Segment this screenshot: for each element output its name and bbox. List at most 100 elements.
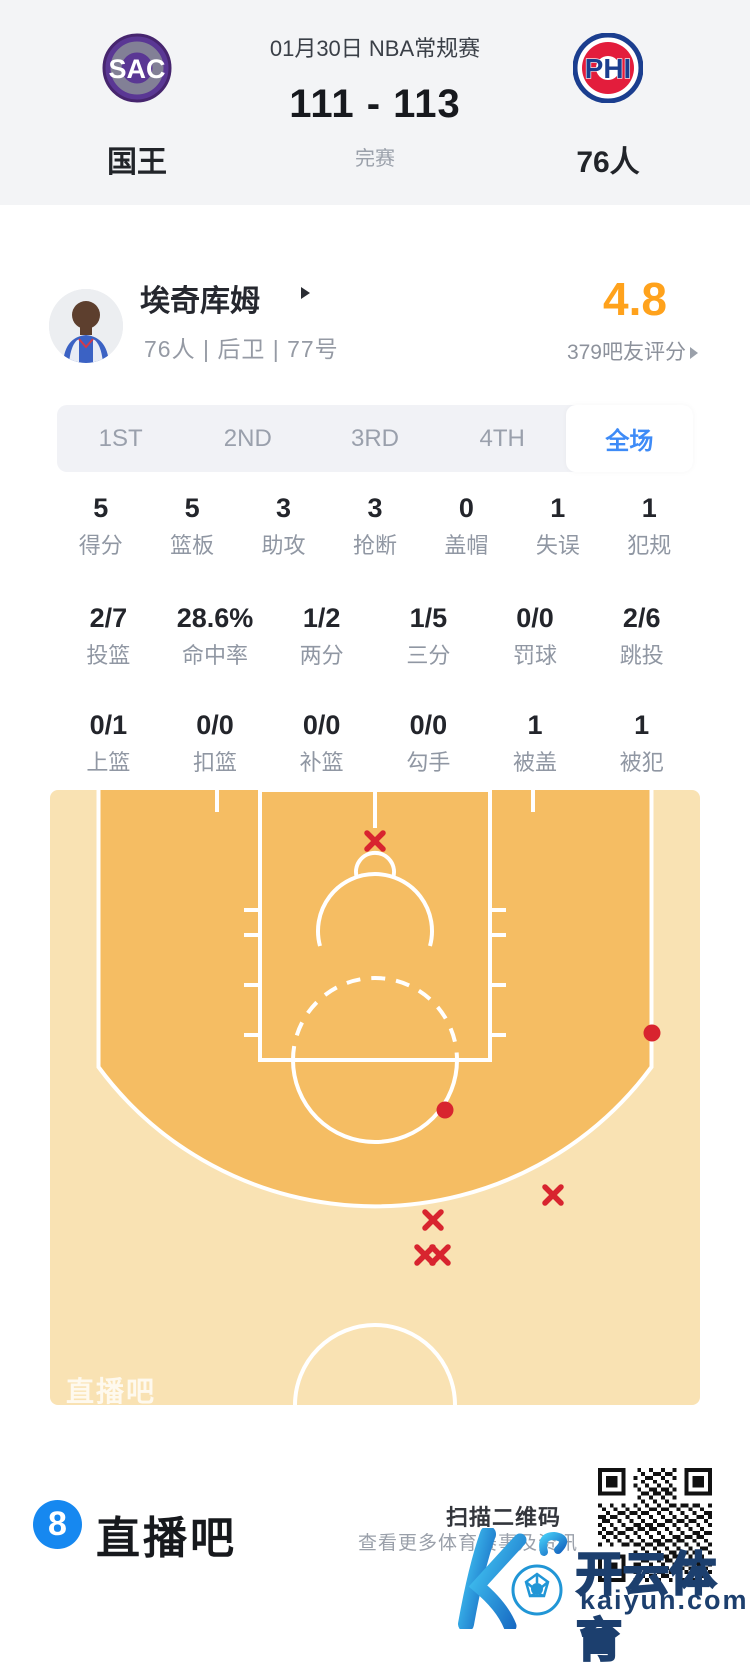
missed-shot-marker [364,830,386,852]
stat-label: 上篮 [86,750,131,775]
stat-label: 失误 [535,533,580,558]
stat-label: 盖帽 [444,533,489,558]
stat-value: 1 [550,493,566,523]
stats-row-detail: 0/1 上篮 0/0 扣篮 0/0 补篮 0/0 勾手 1 被盖 1 被犯 [55,710,695,774]
stat-value: 1/5 [409,603,448,633]
home-team-name: 国王 [107,146,167,179]
zhibo8-logo-icon: 8 [33,1500,82,1549]
stat-cell: 0 盖帽 [421,493,512,557]
stat-cell: 5 得分 [55,493,146,557]
scan-qr-title: 扫描二维码 [446,1505,562,1530]
logo-glyph: 8 [48,1505,67,1543]
player-info: 76人 | 后卫 | 77号 [144,336,339,362]
missed-shot-marker [414,1244,436,1266]
stats-row-shooting: 2/7 投篮 28.6% 命中率 1/2 两分 1/5 三分 0/0 罚球 2/6 跳投 [55,603,695,667]
footer-brand: 直播吧 [96,1514,237,1563]
stat-label: 抢断 [352,533,397,558]
away-team-logo: PHI [572,32,644,108]
svg-text:SAC: SAC [108,54,165,84]
stat-label: 罚球 [513,643,558,668]
stat-value: 3 [367,493,383,523]
qr-code [598,1468,712,1582]
match-header [0,0,750,205]
stat-cell: 0/0 罚球 [482,603,589,667]
rating-arrow-icon [690,347,698,359]
shot-chart-court [50,790,700,1405]
stat-value: 1 [641,493,657,523]
phi-76ers-logo-icon: PHI [572,32,644,104]
kaiyun-logo-icon [458,1526,583,1633]
stat-cell: 0/1 上篮 [55,710,162,774]
stat-cell: 0/0 补篮 [268,710,375,774]
stat-cell: 1/2 两分 [268,603,375,667]
court-drawing [96,790,661,1405]
stat-label: 犯规 [627,533,672,558]
missed-shot-marker [422,1209,444,1231]
tab-全场[interactable]: 全场 [565,405,694,472]
svg-text:PHI: PHI [585,53,632,84]
tab-4TH[interactable]: 4TH [479,424,525,452]
match-score: 111 - 113 [289,82,461,126]
qr-code-image [598,1468,712,1582]
stat-value: 0/1 [89,710,128,740]
stat-label: 投篮 [86,643,131,668]
stat-label: 扣篮 [193,750,238,775]
stat-cell: 0/0 扣篮 [162,710,269,774]
stat-cell: 2/6 跳投 [588,603,695,667]
stat-label: 两分 [299,643,344,668]
quarter-tabs: 1ST 2ND 3RD 4TH 全场 [57,405,694,472]
stat-value: 1 [634,710,650,740]
rating-count-text: 379吧友评分 [566,341,686,364]
stat-value: 0/0 [516,603,554,633]
made-shot-marker [643,1024,661,1042]
tab-2ND[interactable]: 2ND [223,424,272,452]
stat-value: 2/6 [622,603,661,633]
away-team-name: 76人 [576,146,640,179]
stat-label: 命中率 [182,643,249,668]
player-rating: 4.8 [603,273,667,325]
home-team-logo: SAC [102,33,172,108]
stat-value: 5 [184,493,200,523]
stat-label: 跳投 [619,643,664,668]
player-detail-arrow-icon[interactable] [301,287,310,299]
stat-label: 篮板 [170,533,215,558]
stat-label: 补篮 [299,750,344,775]
stat-value: 0/0 [196,710,234,740]
stat-label: 三分 [406,643,451,668]
stat-value: 1/2 [302,603,341,633]
stat-value: 0/0 [409,710,448,740]
stat-value: 2/7 [89,603,128,633]
stat-label: 被盖 [513,750,558,775]
court-watermark: 直播吧 [66,1376,157,1407]
stat-cell: 1 被犯 [588,710,695,774]
stat-label: 被犯 [619,750,664,775]
missed-shot-marker [429,1244,451,1266]
stat-label: 助攻 [261,533,306,558]
stat-label: 得分 [78,533,123,558]
made-shot-marker [436,1101,454,1119]
player-name[interactable]: 埃奇库姆 [140,285,260,318]
stat-cell: 0/0 勾手 [375,710,482,774]
match-date: 01月30日 NBA常规赛 [269,36,481,61]
stat-cell: 2/7 投篮 [55,603,162,667]
stat-value: 1 [527,710,543,740]
stat-value: 3 [276,493,292,523]
match-status: 完赛 [355,148,395,170]
missed-shot-marker [542,1184,564,1206]
stat-cell: 1 失误 [512,493,603,557]
stat-cell: 1/5 三分 [375,603,482,667]
stat-cell: 5 篮板 [146,493,237,557]
stat-label: 勾手 [406,750,451,775]
stats-row-basic: 5 得分 5 篮板 3 助攻 3 抢断 0 盖帽 1 失误 1 犯规 [55,493,695,557]
player-avatar[interactable] [49,289,123,363]
stat-value: 28.6% [176,603,254,633]
rating-count-label[interactable]: 379吧友评分 [500,336,698,366]
stat-value: 0 [458,493,474,523]
stat-cell: 3 助攻 [238,493,329,557]
sac-kings-logo-icon: SAC [102,33,172,103]
stat-cell: 1 犯规 [604,493,695,557]
shot-markers [364,830,661,1266]
tab-1ST[interactable]: 1ST [98,424,143,452]
tab-3RD[interactable]: 3RD [351,424,400,452]
stat-cell: 1 被盖 [482,710,589,774]
